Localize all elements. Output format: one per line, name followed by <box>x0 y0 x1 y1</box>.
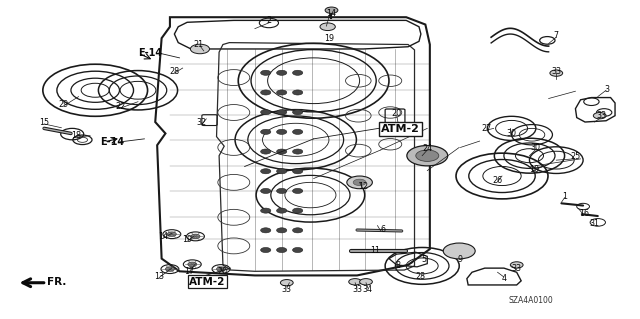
Text: 23: 23 <box>416 272 426 281</box>
Text: 25: 25 <box>570 152 580 161</box>
Text: 30: 30 <box>531 143 541 152</box>
Circle shape <box>276 149 287 154</box>
Circle shape <box>276 248 287 253</box>
Text: 30: 30 <box>507 129 516 138</box>
Text: 5: 5 <box>422 255 427 264</box>
Circle shape <box>276 110 287 115</box>
Text: 27: 27 <box>481 124 491 133</box>
Circle shape <box>260 70 271 75</box>
Text: 3: 3 <box>605 85 610 94</box>
Text: 20: 20 <box>218 267 228 276</box>
Text: 26: 26 <box>492 176 502 185</box>
Circle shape <box>292 208 303 213</box>
Circle shape <box>276 208 287 213</box>
Text: 33: 33 <box>596 111 606 120</box>
Text: E-14: E-14 <box>138 48 162 58</box>
Text: 34: 34 <box>363 285 373 293</box>
Circle shape <box>276 169 287 174</box>
Circle shape <box>260 149 271 154</box>
Circle shape <box>347 176 372 189</box>
Text: 33: 33 <box>282 285 292 293</box>
Circle shape <box>292 248 303 253</box>
Circle shape <box>216 267 225 271</box>
Circle shape <box>292 110 303 115</box>
Text: FR.: FR. <box>47 277 66 287</box>
Circle shape <box>190 44 209 54</box>
Circle shape <box>550 70 563 76</box>
Text: 33: 33 <box>352 285 362 293</box>
Circle shape <box>260 110 271 115</box>
Circle shape <box>292 129 303 134</box>
Circle shape <box>260 208 271 213</box>
Text: 16: 16 <box>579 209 589 218</box>
Text: 10: 10 <box>529 165 539 174</box>
Circle shape <box>292 169 303 174</box>
Text: 29: 29 <box>58 100 68 109</box>
Text: 8: 8 <box>396 261 401 271</box>
Circle shape <box>191 234 200 239</box>
Circle shape <box>276 70 287 75</box>
Text: 7: 7 <box>554 31 559 40</box>
Circle shape <box>260 129 271 134</box>
Text: 19: 19 <box>182 235 192 244</box>
Text: 1: 1 <box>562 191 567 201</box>
Text: 15: 15 <box>39 117 49 127</box>
Circle shape <box>292 70 303 75</box>
Text: 11: 11 <box>371 246 381 255</box>
Circle shape <box>292 90 303 95</box>
Text: 17: 17 <box>184 267 194 276</box>
Text: 33: 33 <box>551 67 561 76</box>
Text: 13: 13 <box>154 272 164 281</box>
Text: 21: 21 <box>194 40 204 49</box>
Circle shape <box>260 228 271 233</box>
Text: 2: 2 <box>266 16 271 25</box>
Text: E-14: E-14 <box>100 137 124 147</box>
Circle shape <box>276 90 287 95</box>
Circle shape <box>292 149 303 154</box>
Circle shape <box>276 129 287 134</box>
Circle shape <box>276 228 287 233</box>
Circle shape <box>260 248 271 253</box>
Text: 12: 12 <box>358 182 368 191</box>
Circle shape <box>280 279 293 286</box>
Circle shape <box>188 262 196 267</box>
Text: 19: 19 <box>324 34 335 43</box>
Circle shape <box>168 232 176 236</box>
Text: 28: 28 <box>170 67 179 76</box>
Circle shape <box>260 169 271 174</box>
Circle shape <box>276 189 287 194</box>
Text: 14: 14 <box>326 9 337 18</box>
Circle shape <box>292 189 303 194</box>
Text: 20: 20 <box>392 109 402 118</box>
Circle shape <box>320 23 335 31</box>
Text: 22: 22 <box>116 102 126 111</box>
Circle shape <box>292 228 303 233</box>
Circle shape <box>353 179 366 186</box>
Text: 32: 32 <box>196 117 207 127</box>
Circle shape <box>593 113 606 119</box>
Text: 31: 31 <box>589 219 600 227</box>
Circle shape <box>260 189 271 194</box>
Text: 14: 14 <box>159 232 168 241</box>
Text: 4: 4 <box>501 274 506 283</box>
Text: 6: 6 <box>380 225 385 234</box>
Circle shape <box>407 145 448 166</box>
Circle shape <box>416 150 439 161</box>
Circle shape <box>444 243 475 259</box>
Text: 33: 33 <box>512 263 522 273</box>
Text: SZA4A0100: SZA4A0100 <box>508 296 553 305</box>
Circle shape <box>349 278 362 285</box>
Circle shape <box>166 267 174 271</box>
Circle shape <box>325 7 338 13</box>
Circle shape <box>510 262 523 268</box>
Text: 24: 24 <box>422 144 433 153</box>
Text: ATM-2: ATM-2 <box>189 277 225 287</box>
Circle shape <box>260 90 271 95</box>
Text: ATM-2: ATM-2 <box>381 124 420 134</box>
Text: 9: 9 <box>458 255 463 264</box>
Circle shape <box>360 278 372 285</box>
Text: 18: 18 <box>71 131 81 140</box>
